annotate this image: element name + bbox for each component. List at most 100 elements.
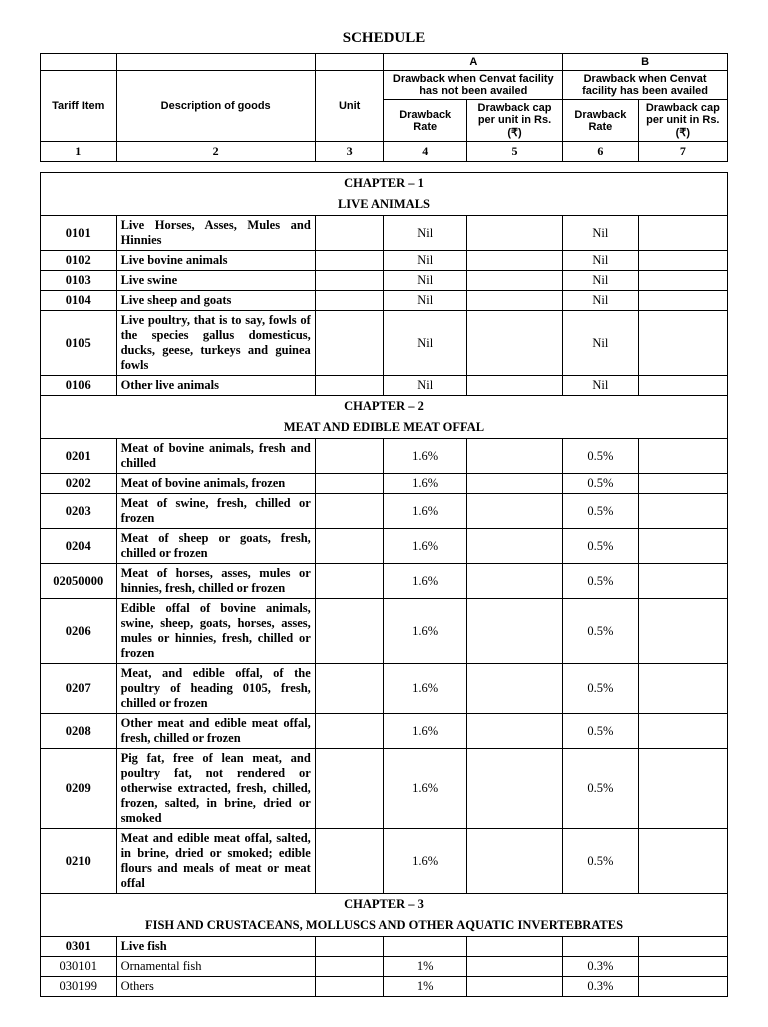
cell-c2: Ornamental fish: [116, 957, 315, 977]
cell-c6: 0.5%: [563, 564, 639, 599]
chapter-subheading: LIVE ANIMALS: [41, 194, 728, 216]
cell-c7: [638, 529, 727, 564]
cell-c1: 0203: [41, 494, 117, 529]
cell-c6: 0.5%: [563, 749, 639, 829]
cell-c4: 1.6%: [384, 829, 466, 894]
cell-c7: [638, 714, 727, 749]
cell-c5: [466, 749, 562, 829]
cell-c7: [638, 829, 727, 894]
cell-c4: 1.6%: [384, 714, 466, 749]
cell-c3: [315, 376, 384, 396]
cell-c2: Meat of sheep or goats, fresh, chilled o…: [116, 529, 315, 564]
cell-c6: Nil: [563, 376, 639, 396]
cell-c3: [315, 251, 384, 271]
colnum-3: 3: [315, 142, 384, 162]
hdr-rate-a: Drawback Rate: [384, 100, 466, 142]
chapter-heading: CHAPTER – 1: [41, 173, 728, 195]
cell-c7: [638, 977, 727, 997]
cell-c6: [563, 937, 639, 957]
hdr-tariff: Tariff Item: [41, 71, 117, 142]
cell-c3: [315, 957, 384, 977]
table-row: 0206Edible offal of bovine animals, swin…: [41, 599, 728, 664]
cell-c2: Meat of bovine animals, frozen: [116, 474, 315, 494]
cell-c7: [638, 376, 727, 396]
table-row: 0202Meat of bovine animals, frozen1.6%0.…: [41, 474, 728, 494]
cell-c2: Live Horses, Asses, Mules and Hinnies: [116, 216, 315, 251]
hdr-blank: [116, 54, 315, 71]
cell-c6: 0.5%: [563, 664, 639, 714]
table-row: 030199Others1%0.3%: [41, 977, 728, 997]
cell-c5: [466, 474, 562, 494]
table-row: 0210Meat and edible meat offal, salted, …: [41, 829, 728, 894]
cell-c1: 0207: [41, 664, 117, 714]
colnum-4: 4: [384, 142, 466, 162]
hdr-desc: Description of goods: [116, 71, 315, 142]
cell-c5: [466, 529, 562, 564]
cell-c6: 0.5%: [563, 599, 639, 664]
cell-c7: [638, 251, 727, 271]
table-row: 02050000Meat of horses, asses, mules or …: [41, 564, 728, 599]
cell-c2: Other live animals: [116, 376, 315, 396]
cell-c6: Nil: [563, 251, 639, 271]
cell-c1: 0201: [41, 439, 117, 474]
table-row: 0102Live bovine animalsNilNil: [41, 251, 728, 271]
cell-c6: Nil: [563, 311, 639, 376]
hdr-blank: [315, 54, 384, 71]
cell-c6: 0.5%: [563, 439, 639, 474]
cell-c7: [638, 599, 727, 664]
cell-c1: 0210: [41, 829, 117, 894]
cell-c1: 0104: [41, 291, 117, 311]
cell-c7: [638, 494, 727, 529]
cell-c1: 0101: [41, 216, 117, 251]
cell-c3: [315, 749, 384, 829]
cell-c7: [638, 749, 727, 829]
cell-c1: 0103: [41, 271, 117, 291]
hdr-unit: Unit: [315, 71, 384, 142]
cell-c4: Nil: [384, 291, 466, 311]
table-row: 0105Live poultry, that is to say, fowls …: [41, 311, 728, 376]
table-row: 0203Meat of swine, fresh, chilled or fro…: [41, 494, 728, 529]
cell-c4: Nil: [384, 376, 466, 396]
cell-c5: [466, 494, 562, 529]
hdr-fac-a: Drawback when Cenvat facility has not be…: [384, 71, 563, 100]
cell-c7: [638, 474, 727, 494]
cell-c7: [638, 439, 727, 474]
cell-c4: Nil: [384, 251, 466, 271]
cell-c5: [466, 251, 562, 271]
cell-c1: 0106: [41, 376, 117, 396]
cell-c4: 1.6%: [384, 749, 466, 829]
table-row: 0208Other meat and edible meat offal, fr…: [41, 714, 728, 749]
cell-c5: [466, 977, 562, 997]
cell-c1: 02050000: [41, 564, 117, 599]
cell-c5: [466, 291, 562, 311]
cell-c6: Nil: [563, 216, 639, 251]
cell-c3: [315, 977, 384, 997]
cell-c4: 1.6%: [384, 599, 466, 664]
cell-c5: [466, 439, 562, 474]
cell-c5: [466, 957, 562, 977]
cell-c1: 0202: [41, 474, 117, 494]
cell-c7: [638, 271, 727, 291]
cell-c2: Other meat and edible meat offal, fresh,…: [116, 714, 315, 749]
cell-c7: [638, 664, 727, 714]
cell-c1: 030101: [41, 957, 117, 977]
cell-c5: [466, 311, 562, 376]
colnum-1: 1: [41, 142, 117, 162]
cell-c4: 1.6%: [384, 494, 466, 529]
cell-c3: [315, 311, 384, 376]
header-table: A B Tariff Item Description of goods Uni…: [40, 53, 728, 162]
cell-c4: Nil: [384, 216, 466, 251]
cell-c6: 0.5%: [563, 529, 639, 564]
cell-c7: [638, 216, 727, 251]
cell-c5: [466, 829, 562, 894]
cell-c7: [638, 564, 727, 599]
cell-c3: [315, 271, 384, 291]
cell-c7: [638, 957, 727, 977]
cell-c5: [466, 376, 562, 396]
cell-c4: 1.6%: [384, 664, 466, 714]
cell-c5: [466, 271, 562, 291]
cell-c4: [384, 937, 466, 957]
cell-c2: Meat of horses, asses, mules or hinnies,…: [116, 564, 315, 599]
chapter-subheading: FISH AND CRUSTACEANS, MOLLUSCS AND OTHER…: [41, 915, 728, 937]
table-row: 030101Ornamental fish1%0.3%: [41, 957, 728, 977]
